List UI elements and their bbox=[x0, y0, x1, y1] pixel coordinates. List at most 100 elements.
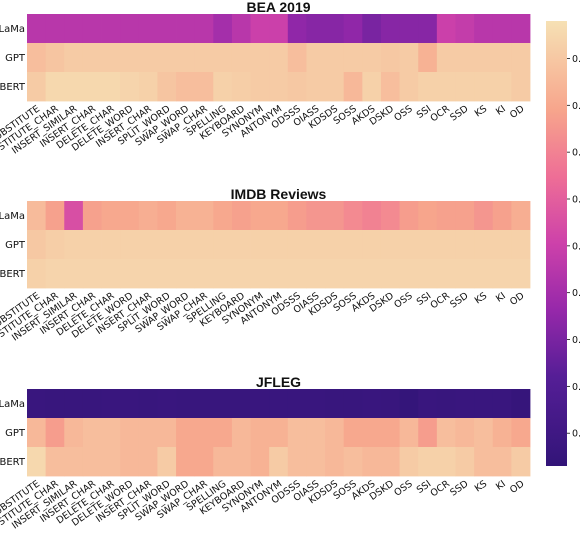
heatmap-cell bbox=[194, 447, 214, 477]
panel-title: IMDB Reviews bbox=[231, 186, 327, 202]
heatmap-cell bbox=[138, 447, 158, 477]
column-label: SSD bbox=[448, 478, 470, 498]
heatmap-cell bbox=[511, 418, 531, 448]
heatmap-cell bbox=[511, 259, 531, 289]
heatmap-cell bbox=[399, 418, 419, 448]
heatmap-cell bbox=[82, 14, 102, 44]
heatmap-cell bbox=[27, 201, 47, 231]
heatmap-cell bbox=[436, 389, 456, 419]
heatmap-cell bbox=[269, 201, 289, 231]
heatmap-cell bbox=[231, 389, 251, 419]
column-label: KI bbox=[494, 478, 508, 492]
heatmap-cell bbox=[511, 201, 531, 231]
row-label: LLaMa bbox=[0, 211, 25, 222]
colorbar-tick-label: 0.6 bbox=[572, 195, 580, 206]
heatmap-cell bbox=[138, 418, 158, 448]
row-label: GPT bbox=[5, 428, 26, 439]
heatmap-cell bbox=[362, 72, 382, 102]
heatmap-cell bbox=[306, 43, 326, 73]
heatmap-cell bbox=[101, 418, 121, 448]
heatmap-cell bbox=[101, 201, 121, 231]
heatmap-cell bbox=[306, 389, 326, 419]
heatmap-cell bbox=[138, 14, 158, 44]
row-label: GPT bbox=[5, 53, 26, 64]
heatmap-cell bbox=[194, 14, 214, 44]
heatmap-cell bbox=[194, 259, 214, 289]
heatmap-cell bbox=[492, 389, 512, 419]
heatmap-cell bbox=[287, 201, 307, 231]
heatmap-cell bbox=[474, 201, 494, 231]
heatmap-cell bbox=[120, 418, 140, 448]
heatmap-cell bbox=[27, 447, 47, 477]
heatmap-cell bbox=[418, 389, 438, 419]
heatmap-cell bbox=[120, 259, 140, 289]
heatmap-cell bbox=[157, 389, 177, 419]
heatmap-cell bbox=[455, 259, 475, 289]
heatmap-cell bbox=[511, 14, 531, 44]
column-label: OD bbox=[508, 290, 526, 307]
heatmap-cell bbox=[269, 43, 289, 73]
heatmap-cell bbox=[492, 447, 512, 477]
heatmap-cell bbox=[64, 447, 84, 477]
heatmap-cell bbox=[380, 259, 400, 289]
row-label: BERT bbox=[0, 269, 26, 280]
heatmap-cell bbox=[287, 389, 307, 419]
colorbar-tick-label: 0.1 bbox=[572, 429, 580, 440]
heatmap-cell bbox=[418, 259, 438, 289]
heatmap-cell bbox=[250, 418, 270, 448]
colorbar-tick-label: 0.7 bbox=[572, 148, 580, 159]
heatmap-cell bbox=[231, 418, 251, 448]
heatmap-cell bbox=[250, 43, 270, 73]
heatmap-cell bbox=[27, 418, 47, 448]
heatmap-cell bbox=[436, 14, 456, 44]
heatmap-cell bbox=[306, 259, 326, 289]
heatmap-cell bbox=[492, 14, 512, 44]
heatmap-cell bbox=[436, 43, 456, 73]
heatmap-cell bbox=[287, 14, 307, 44]
colorbar-tick-label: 0.2 bbox=[572, 382, 580, 393]
heatmap-cell bbox=[194, 72, 214, 102]
heatmap-cell bbox=[455, 418, 475, 448]
heatmap-cell bbox=[250, 259, 270, 289]
heatmap-cell bbox=[82, 259, 102, 289]
heatmap-cell bbox=[231, 43, 251, 73]
heatmap-cell bbox=[120, 72, 140, 102]
heatmap-cell bbox=[362, 389, 382, 419]
heatmap-cell bbox=[269, 72, 289, 102]
heatmap-cell bbox=[64, 389, 84, 419]
heatmap-cell bbox=[138, 201, 158, 231]
heatmap-cell bbox=[101, 447, 121, 477]
row-label: BERT bbox=[0, 82, 26, 93]
column-label: KS bbox=[473, 290, 489, 306]
heatmap-cell bbox=[325, 201, 345, 231]
heatmap-cell bbox=[120, 201, 140, 231]
heatmap-panel-1: BEA 2019LLaMaGPTBERTSIMILAR_SUBSTITUTESU… bbox=[0, 0, 531, 171]
heatmap-cell bbox=[380, 43, 400, 73]
heatmap-cell bbox=[250, 201, 270, 231]
heatmap-cell bbox=[231, 230, 251, 260]
column-label: KI bbox=[494, 103, 508, 117]
heatmap-cell bbox=[492, 230, 512, 260]
heatmap-cell bbox=[492, 418, 512, 448]
heatmap-cell bbox=[362, 14, 382, 44]
heatmap-cell bbox=[82, 43, 102, 73]
heatmap-cell bbox=[455, 230, 475, 260]
heatmap-cell bbox=[213, 230, 233, 260]
heatmap-cell bbox=[64, 201, 84, 231]
heatmap-cell bbox=[269, 447, 289, 477]
heatmap-cell bbox=[287, 418, 307, 448]
heatmap-cell bbox=[101, 72, 121, 102]
heatmap-cell bbox=[157, 230, 177, 260]
heatmap-cell bbox=[213, 201, 233, 231]
heatmap-cell bbox=[287, 72, 307, 102]
heatmap-cell bbox=[82, 230, 102, 260]
column-label: KI bbox=[494, 290, 508, 304]
heatmap-cell bbox=[213, 259, 233, 289]
heatmap-cell bbox=[399, 447, 419, 477]
heatmap-cell bbox=[362, 447, 382, 477]
heatmap-cell bbox=[269, 259, 289, 289]
row-label: BERT bbox=[0, 457, 26, 468]
column-label: OSS bbox=[392, 290, 414, 310]
heatmap-cell bbox=[45, 43, 65, 73]
heatmap-cell bbox=[231, 259, 251, 289]
